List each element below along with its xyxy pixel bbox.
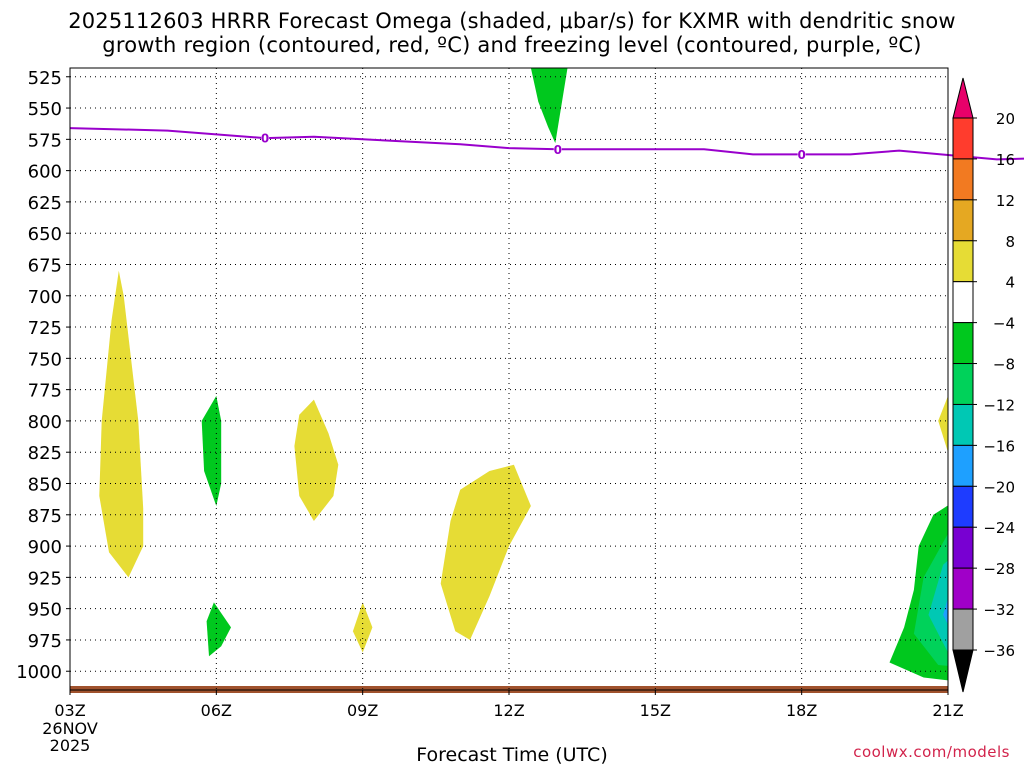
colorbar-label: −24 [983,519,1015,537]
omega-region-descent-21z-edge [938,395,948,453]
colorbar-label: 16 [996,151,1015,169]
y-tick-label: 1000 [16,662,62,683]
freezing-level-contour: 0 0 0 [69,127,1024,162]
colorbar-label: −20 [983,478,1015,496]
omega-shading [99,68,948,681]
chart-title-line2: growth region (contoured, red, ºC) and f… [102,33,922,57]
freezing-level-label: 0 [261,132,269,146]
colorbar-swatch [952,608,974,651]
freezing-label-bg [261,132,270,145]
colorbar-top-arrow [952,77,974,119]
colorbar-label: −32 [983,601,1015,619]
colorbar-label: 8 [1005,233,1015,251]
colorbar-label: −12 [983,396,1015,414]
omega-region-descent-11z [440,464,531,640]
y-tick-label: 900 [28,537,62,558]
omega-region-ascent-19z-12 [928,560,948,653]
y-tick-label: 750 [28,349,62,370]
omega-region-descent-04z [99,270,144,578]
x-tick-label: 09Z [347,701,378,720]
y-tick-label: 600 [28,162,62,183]
colorbar-swatch [952,322,974,365]
y-tick-label: 700 [28,287,62,308]
y-tick-label: 800 [28,412,62,433]
colorbar-swatch [952,158,974,201]
freezing-level-label: 0 [797,148,805,162]
freezing-level-label: 0 [554,143,562,157]
chart-title-line1: 2025112603 HRRR Forecast Omega (shaded, … [68,9,956,33]
y-tick-label: 575 [28,130,62,151]
colorbar-swatch [952,199,974,242]
x-tick-label: 03Z [54,701,85,720]
x-date-label: 26NOV [42,719,98,738]
colorbar-swatch [952,444,974,487]
colorbar-label: 4 [1005,274,1015,292]
colorbar-label: −8 [993,356,1015,374]
x-axis-title: Forecast Time (UTC) [416,744,608,766]
freezing-level-line [69,127,1024,161]
y-tick-label: 975 [28,631,62,652]
y-tick-label: 525 [28,68,62,89]
colorbar: 20 16 12 8 4 −4 −8 −12 −16 −20 −24 −28 −32 −36 [952,77,1015,693]
colorbar-bottom-arrow [952,649,974,693]
y-tick-label: 550 [28,99,62,120]
colorbar-swatch [952,240,974,283]
y-tick-label: 925 [28,568,62,589]
colorbar-swatch [952,526,974,569]
omega-region-ascent-19z-16 [943,598,948,625]
colorbar-label: −16 [983,437,1015,455]
x-tick-label: 21Z [932,701,963,720]
colorbar-swatch [952,403,974,446]
colorbar-swatch [952,281,974,324]
colorbar-swatch [952,363,974,405]
y-tick-label: 825 [28,443,62,464]
colorbar-label: −36 [983,642,1015,660]
y-tick-label: 850 [28,475,62,496]
x-tick-label: 06Z [201,701,232,720]
y-tick-label: 650 [28,224,62,245]
axes: 525 550 575 600 625 650 675 700 725 750 775 800 825 8… [16,67,964,755]
y-tick-label: 950 [28,600,62,621]
colorbar-label: 12 [996,192,1015,210]
freezing-label-bg [553,143,562,156]
y-tick-label: 775 [28,381,62,402]
credit-link[interactable]: coolwx.com/models [853,743,1010,761]
colorbar-label: −4 [993,315,1015,333]
grid [69,68,949,690]
colorbar-label: 20 [996,110,1015,128]
x-tick-label: 15Z [640,701,671,720]
colorbar-swatch [952,567,974,610]
omega-region-descent-08z [294,399,339,521]
x-tick-label: 18Z [786,701,817,720]
freezing-label-bg [797,148,806,161]
y-tick-label: 725 [28,318,62,339]
omega-region-ascent-06z-low [206,602,231,657]
y-tick-label: 675 [28,255,62,276]
x-date-label: 2025 [50,736,91,755]
omega-region-descent-09z [352,602,373,653]
y-tick-label: 875 [28,506,62,527]
colorbar-swatch [952,117,974,160]
omega-region-ascent-aloft-13z [530,68,568,144]
colorbar-label: −28 [983,560,1015,578]
x-tick-label: 12Z [493,701,524,720]
omega-region-ascent-06z [201,395,222,506]
y-tick-label: 625 [28,193,62,214]
colorbar-swatch [952,485,974,528]
